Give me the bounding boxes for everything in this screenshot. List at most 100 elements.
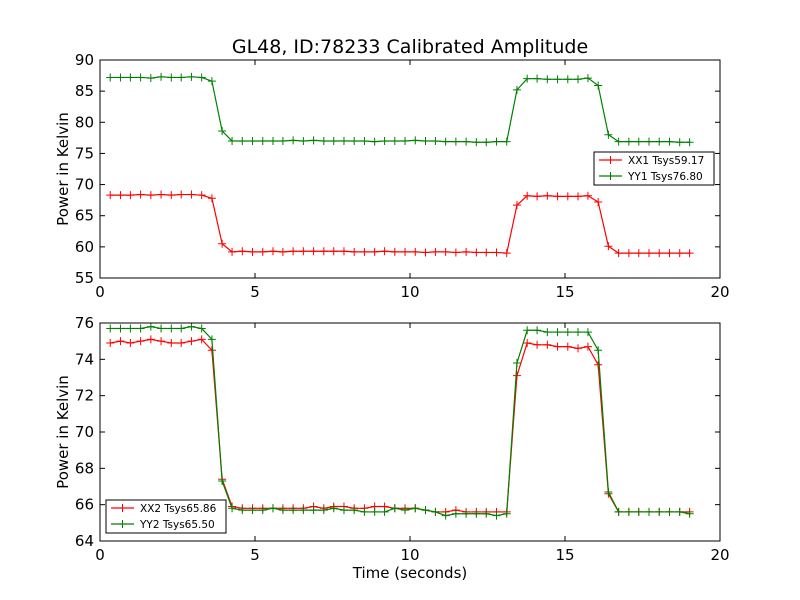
data-point (543, 340, 552, 349)
data-point (594, 360, 603, 369)
data-point (187, 190, 196, 199)
data-point (523, 191, 532, 200)
data-point (218, 477, 227, 486)
data-point (238, 247, 247, 256)
data-point (645, 249, 654, 258)
data-point (289, 136, 298, 145)
data-point (339, 506, 348, 515)
data-point (533, 340, 542, 349)
y-tick-label: 80 (75, 113, 94, 131)
data-point (634, 137, 643, 146)
y-tick-label: 74 (75, 350, 94, 368)
data-point (614, 137, 623, 146)
data-point (289, 247, 298, 256)
data-point (685, 509, 694, 518)
data-point (502, 509, 511, 518)
data-point (634, 507, 643, 516)
data-point (533, 192, 542, 201)
data-point (228, 247, 237, 256)
data-point (380, 136, 389, 145)
data-point (278, 247, 287, 256)
legend-label: XX1 Tsys59.17 (628, 155, 704, 167)
data-point (411, 136, 420, 145)
data-point (472, 248, 481, 257)
data-point (167, 324, 176, 333)
data-point (401, 247, 410, 256)
data-point (512, 358, 521, 367)
data-point (370, 247, 379, 256)
data-point (238, 506, 247, 515)
data-point (462, 137, 471, 146)
data-point (126, 324, 135, 333)
data-point (126, 338, 135, 347)
data-point (614, 507, 623, 516)
data-point (309, 506, 318, 515)
data-point (136, 337, 145, 346)
data-point (451, 137, 460, 146)
data-point (431, 247, 440, 256)
data-point (177, 190, 186, 199)
x-tick-label: 10 (400, 546, 419, 564)
data-point (157, 337, 166, 346)
data-point (441, 511, 450, 520)
data-point (329, 504, 338, 513)
data-point (411, 504, 420, 513)
data-point (218, 127, 227, 136)
data-point (492, 248, 501, 257)
data-point (543, 75, 552, 84)
chart-title: GL48, ID:78233 Calibrated Amplitude (232, 36, 588, 58)
data-point (248, 247, 257, 256)
data-point (411, 247, 420, 256)
data-point (431, 507, 440, 516)
data-point (329, 136, 338, 145)
data-point (390, 247, 399, 256)
data-point (207, 77, 216, 86)
data-point (187, 322, 196, 331)
data-point (421, 136, 430, 145)
legend-marker (118, 504, 127, 512)
data-point (299, 506, 308, 515)
legend-box (593, 151, 715, 186)
data-point (441, 247, 450, 256)
data-point (350, 247, 359, 256)
data-point (268, 136, 277, 145)
series-line-2-2 (110, 326, 690, 517)
legend-marker (118, 520, 127, 528)
data-point (492, 511, 501, 520)
data-point (441, 137, 450, 146)
y-tick-label: 64 (75, 532, 94, 550)
data-point (380, 507, 389, 516)
data-point (462, 509, 471, 518)
chart-panel-1: 0 5 10 15 20 55 60 65 70 75 80 85 90 Power in Kelvin X… (54, 51, 730, 301)
data-point (116, 73, 125, 82)
data-point (523, 326, 532, 335)
chart-panel-2: 0 5 10 15 20 64 66 68 70 72 74 76 Power in Kelvin Tim… (54, 314, 730, 582)
data-point (563, 75, 572, 84)
data-point (238, 136, 247, 145)
data-point (390, 504, 399, 513)
data-point (319, 247, 328, 256)
x-tick-label: 0 (95, 546, 105, 564)
data-point (218, 239, 227, 248)
x-tick-label: 20 (710, 546, 729, 564)
data-point (177, 73, 186, 82)
data-point (289, 506, 298, 515)
data-point (594, 81, 603, 90)
data-point (228, 504, 237, 513)
data-point (207, 335, 216, 344)
data-point (360, 507, 369, 516)
data-point (583, 191, 592, 200)
data-point (594, 346, 603, 355)
data-point (167, 191, 176, 200)
data-point (309, 136, 318, 145)
data-point (197, 191, 206, 200)
data-point (116, 337, 125, 346)
data-point (126, 191, 135, 200)
y-axis-label: Power in Kelvin (54, 375, 72, 489)
data-point (574, 75, 583, 84)
y-axis-label: Power in Kelvin (54, 112, 72, 226)
data-point (350, 136, 359, 145)
data-point (197, 73, 206, 82)
data-point (268, 504, 277, 513)
